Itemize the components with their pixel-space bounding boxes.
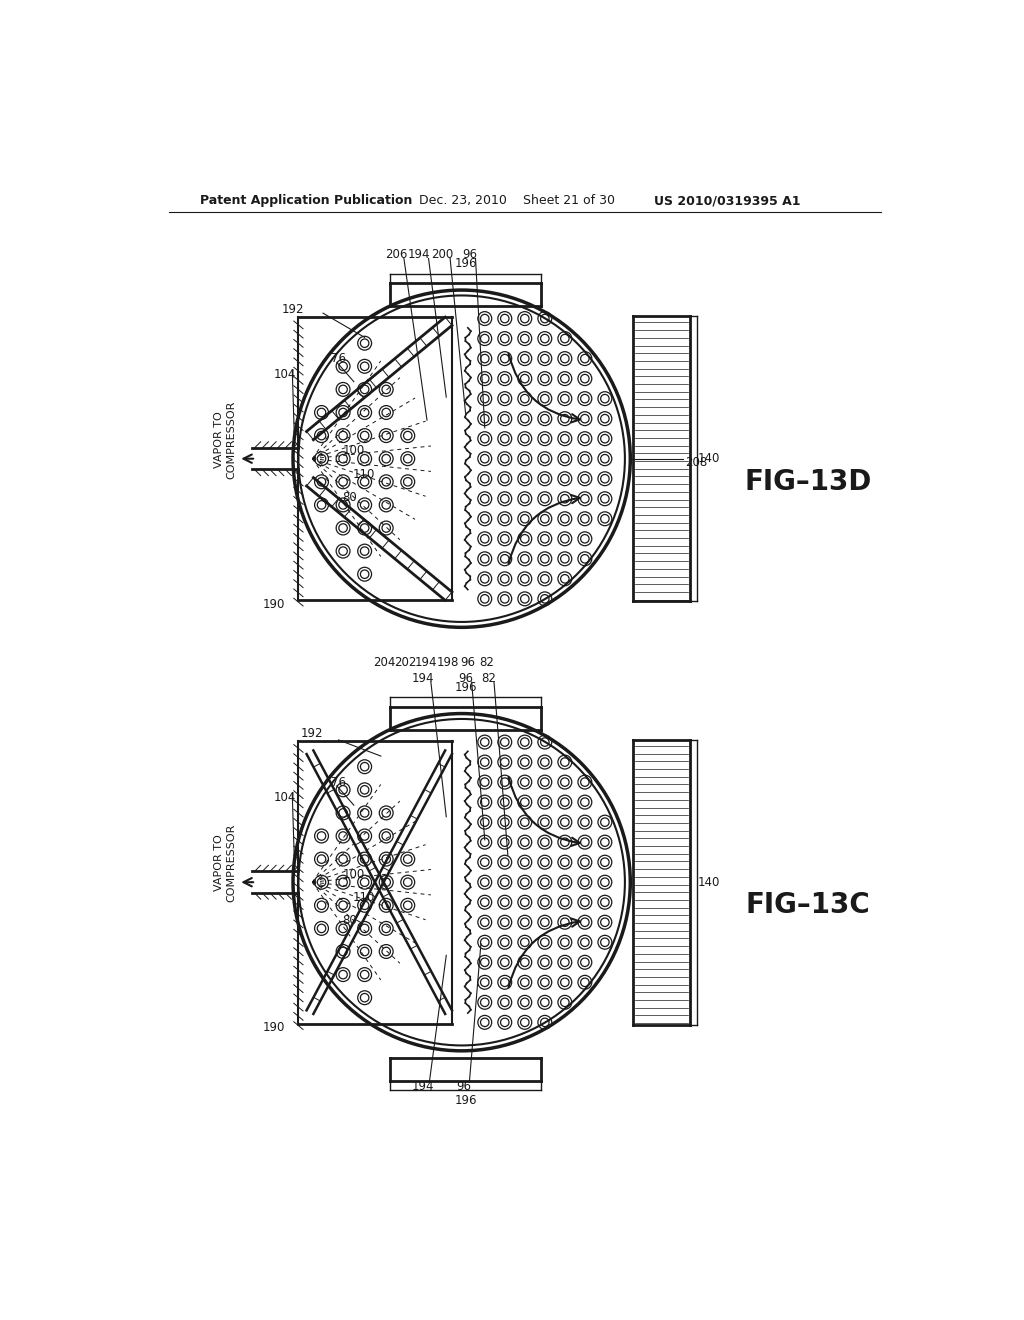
Text: 100: 100 <box>342 869 365 880</box>
Text: 80: 80 <box>342 915 357 927</box>
Text: 96: 96 <box>462 248 477 261</box>
Text: 100: 100 <box>342 445 365 458</box>
Text: 206: 206 <box>385 248 408 261</box>
Text: VAPOR TO
COMPRESSOR: VAPOR TO COMPRESSOR <box>214 824 237 902</box>
Text: 200: 200 <box>431 248 454 261</box>
Text: 76: 76 <box>331 352 346 366</box>
Text: Sheet 21 of 30: Sheet 21 of 30 <box>523 194 615 207</box>
Text: 196: 196 <box>455 681 477 694</box>
Text: 110: 110 <box>352 467 375 480</box>
Text: 194: 194 <box>408 248 430 261</box>
Text: FIG–13C: FIG–13C <box>745 891 870 919</box>
Text: 140: 140 <box>697 453 720 465</box>
Text: 82: 82 <box>481 672 496 685</box>
Text: 140: 140 <box>697 875 720 888</box>
Text: VAPOR TO
COMPRESSOR: VAPOR TO COMPRESSOR <box>214 400 237 479</box>
Text: 194: 194 <box>415 656 437 669</box>
Text: 96: 96 <box>458 672 473 685</box>
Text: 82: 82 <box>479 656 494 669</box>
Text: Patent Application Publication: Patent Application Publication <box>200 194 413 207</box>
Text: 198: 198 <box>436 656 459 669</box>
Text: 202: 202 <box>394 656 417 669</box>
Text: 96: 96 <box>461 656 475 669</box>
Text: 104: 104 <box>273 367 296 380</box>
Text: US 2010/0319395 A1: US 2010/0319395 A1 <box>654 194 801 207</box>
Text: 80: 80 <box>342 491 357 504</box>
Text: 192: 192 <box>282 302 304 315</box>
Text: 208: 208 <box>685 455 708 469</box>
Text: FIG–13D: FIG–13D <box>744 467 871 496</box>
Text: 196: 196 <box>455 257 477 271</box>
Text: 110: 110 <box>352 891 375 904</box>
Text: 194: 194 <box>412 672 434 685</box>
Text: 194: 194 <box>412 1080 434 1093</box>
Text: 190: 190 <box>262 1022 285 1035</box>
Text: 190: 190 <box>262 598 285 611</box>
Text: 76: 76 <box>331 776 346 788</box>
Text: 204: 204 <box>374 656 396 669</box>
Text: 96: 96 <box>457 1080 471 1093</box>
Text: 104: 104 <box>273 791 296 804</box>
Text: 192: 192 <box>301 727 323 741</box>
Text: Dec. 23, 2010: Dec. 23, 2010 <box>419 194 507 207</box>
Text: 196: 196 <box>455 1093 477 1106</box>
